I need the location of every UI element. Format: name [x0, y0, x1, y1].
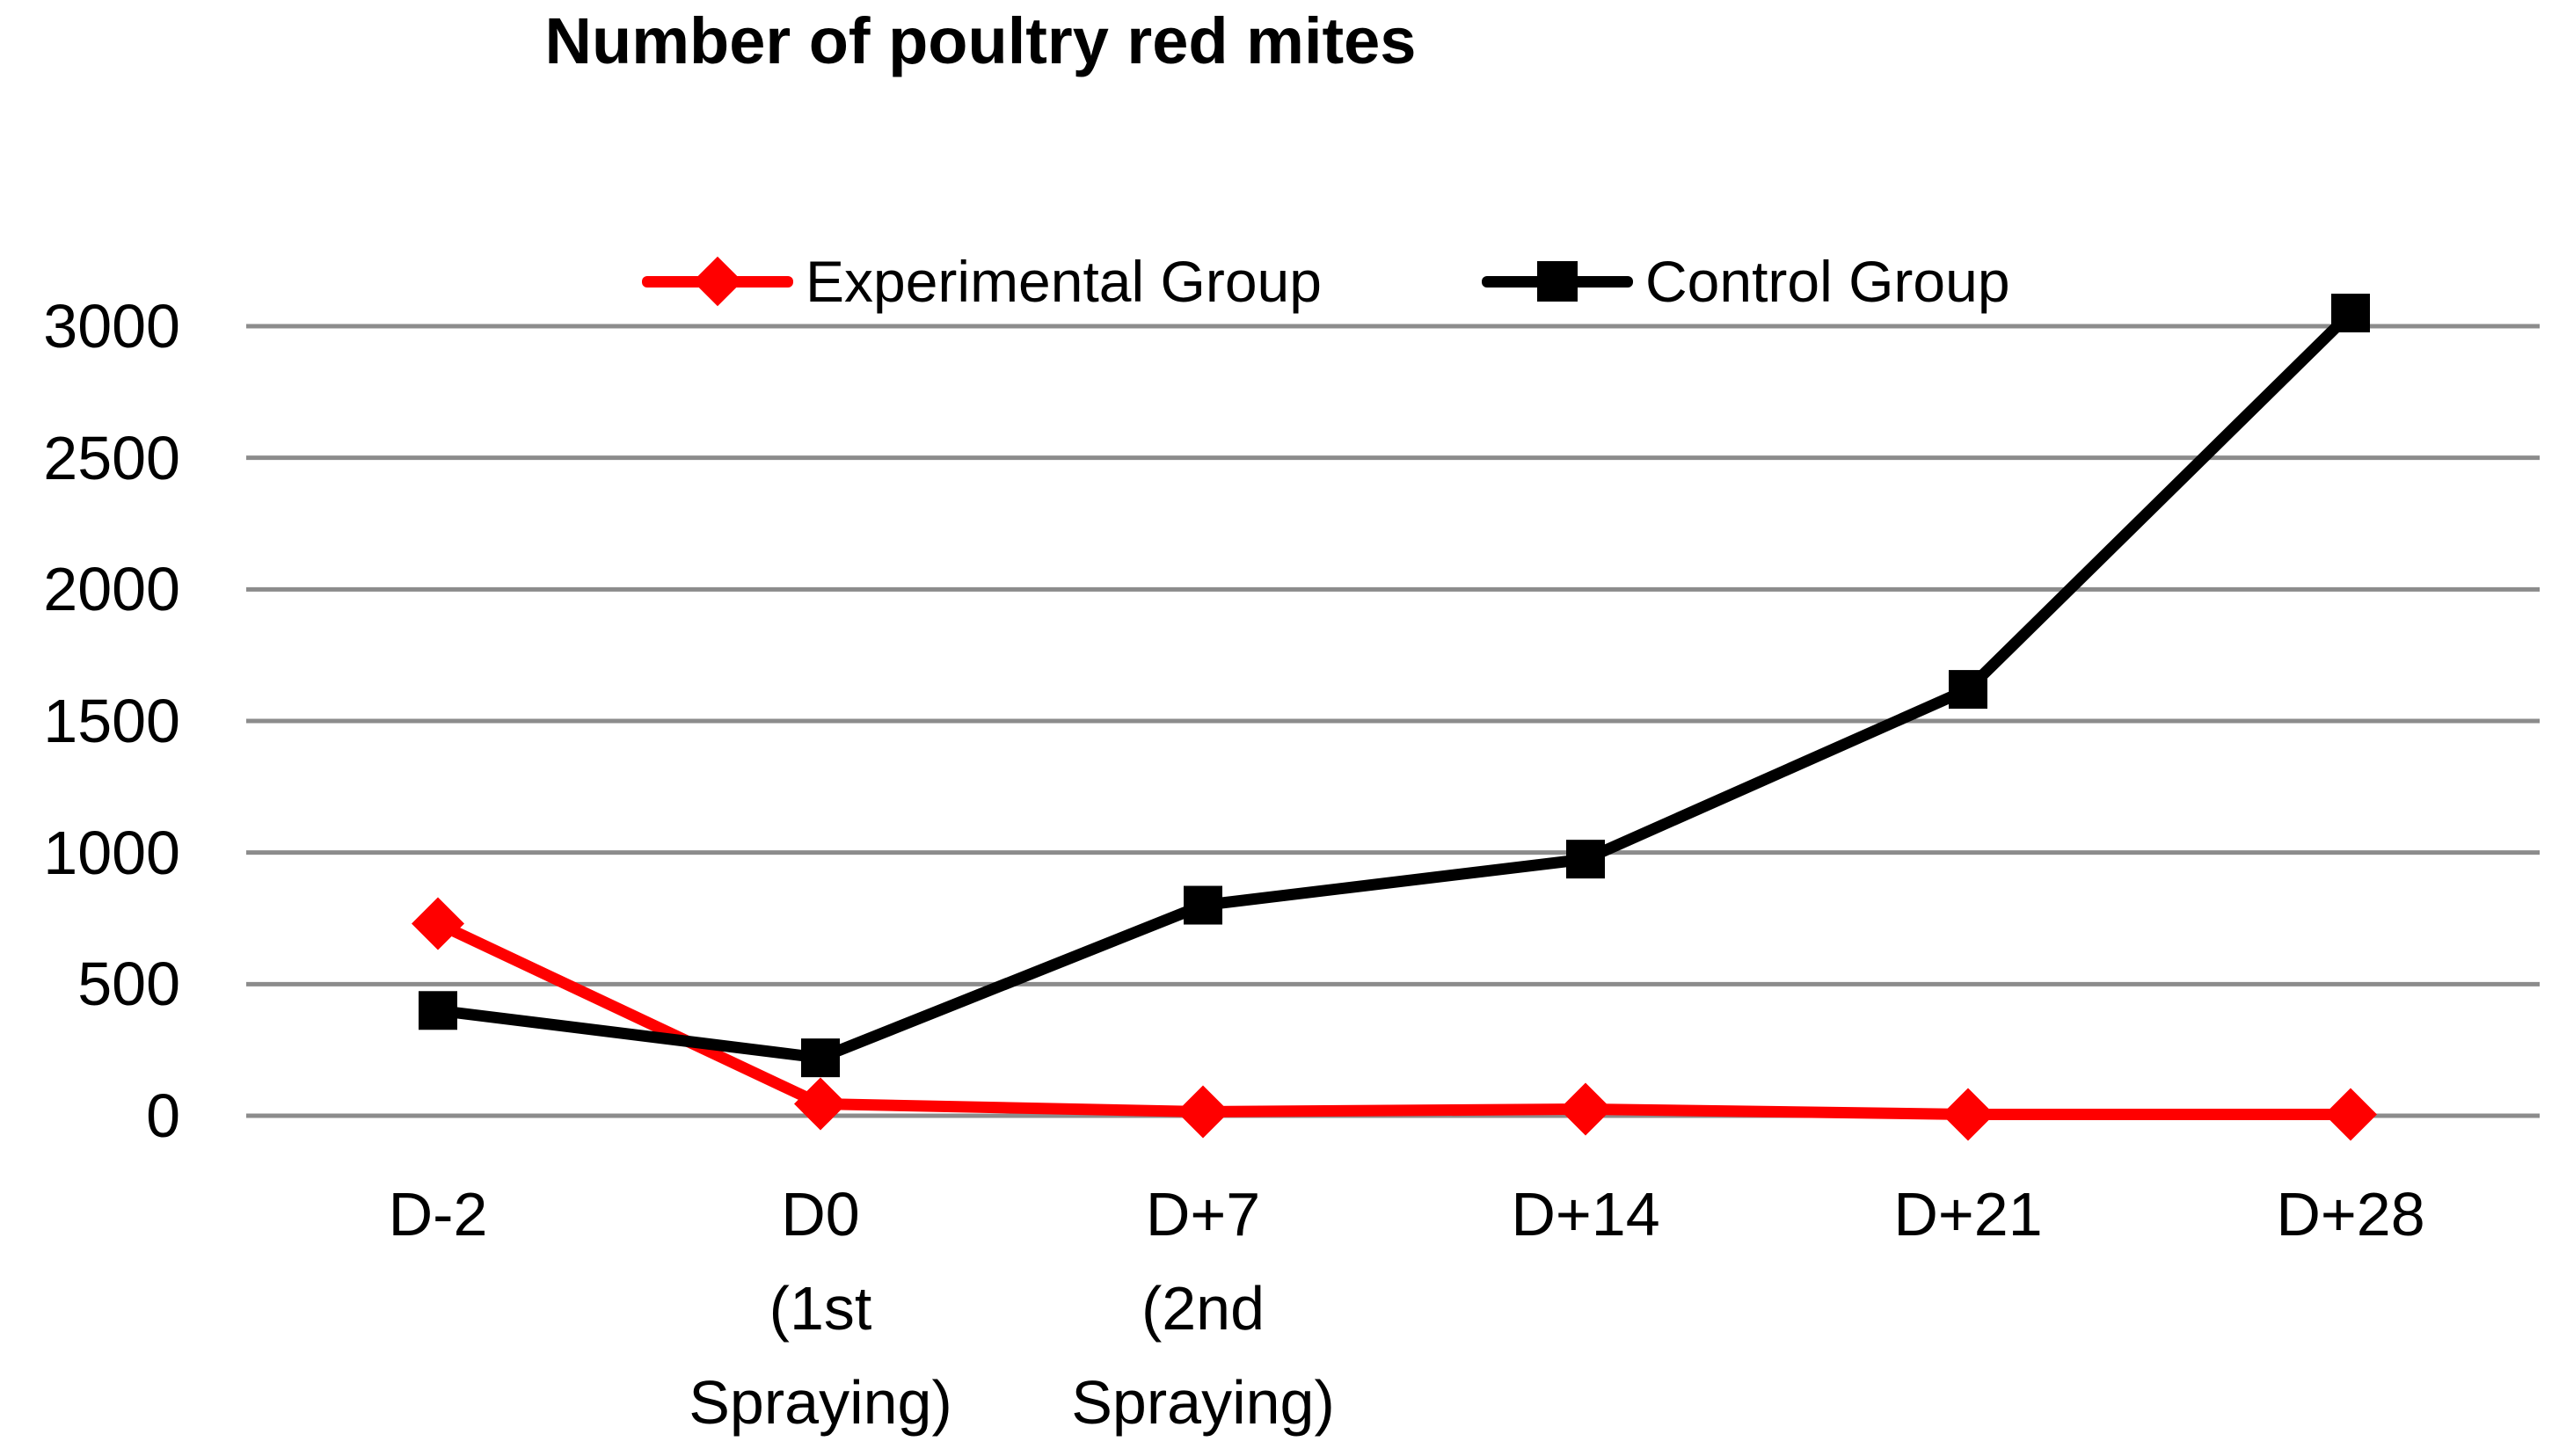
marker-diamond-D0 (1st Spraying) — [794, 1077, 847, 1131]
y-tick-label-3000: 3000 — [43, 292, 180, 360]
marker-square-D+14 — [1566, 840, 1605, 879]
y-tick-label-1500: 1500 — [43, 687, 180, 755]
x-tick-label-D+28: D+28 — [2276, 1180, 2425, 1249]
x-tick-label-D0: D0 (1st Spraying) — [689, 1180, 952, 1437]
legend-item-control-group: Control Group — [1482, 249, 2010, 314]
y-tick-label-500: 500 — [77, 950, 180, 1019]
y-tick-label-1000: 1000 — [43, 818, 180, 887]
marker-diamond-D-2 — [412, 897, 464, 950]
marker-square-D-2 — [419, 991, 457, 1030]
x-tick-label-D+7: D+7 (2nd Spraying) — [1071, 1180, 1335, 1437]
series-line-experimental-group — [435, 918, 2351, 1121]
legend-label: Control Group — [1645, 249, 2010, 314]
marker-square-D0 (1st Spraying) — [801, 1038, 840, 1078]
legend-marker-experimental — [642, 249, 793, 314]
x-tick-label-D-2: D-2 — [388, 1180, 488, 1249]
marker-diamond-D+21 — [1942, 1088, 1994, 1141]
x-tick-label-D+21: D+21 — [1893, 1180, 2043, 1249]
legend-label: Experimental Group — [806, 249, 1322, 314]
marker-diamond-D+28 — [2324, 1088, 2377, 1141]
x-tick-label-D+14: D+14 — [1511, 1180, 1660, 1249]
legend: Experimental Group Control Group — [0, 249, 2559, 314]
marker-diamond-D+14 — [1559, 1082, 1612, 1136]
series-line-control-group — [437, 309, 2355, 1064]
chart-title: Number of poultry red mites — [544, 4, 1417, 77]
legend-marker-control — [1482, 249, 1633, 314]
y-tick-label-0: 0 — [146, 1081, 180, 1150]
marker-square-D+21 — [1949, 670, 1987, 710]
legend-item-experimental-group: Experimental Group — [642, 249, 1322, 314]
marker-diamond-D+7 (2nd Spraying) — [1177, 1085, 1229, 1139]
marker-square-D+28 — [2331, 294, 2370, 333]
y-tick-label-2500: 2500 — [43, 423, 180, 492]
y-tick-label-2000: 2000 — [43, 555, 180, 624]
square-marker-icon — [1537, 261, 1578, 302]
marker-square-D+7 (2nd Spraying) — [1184, 885, 1222, 925]
